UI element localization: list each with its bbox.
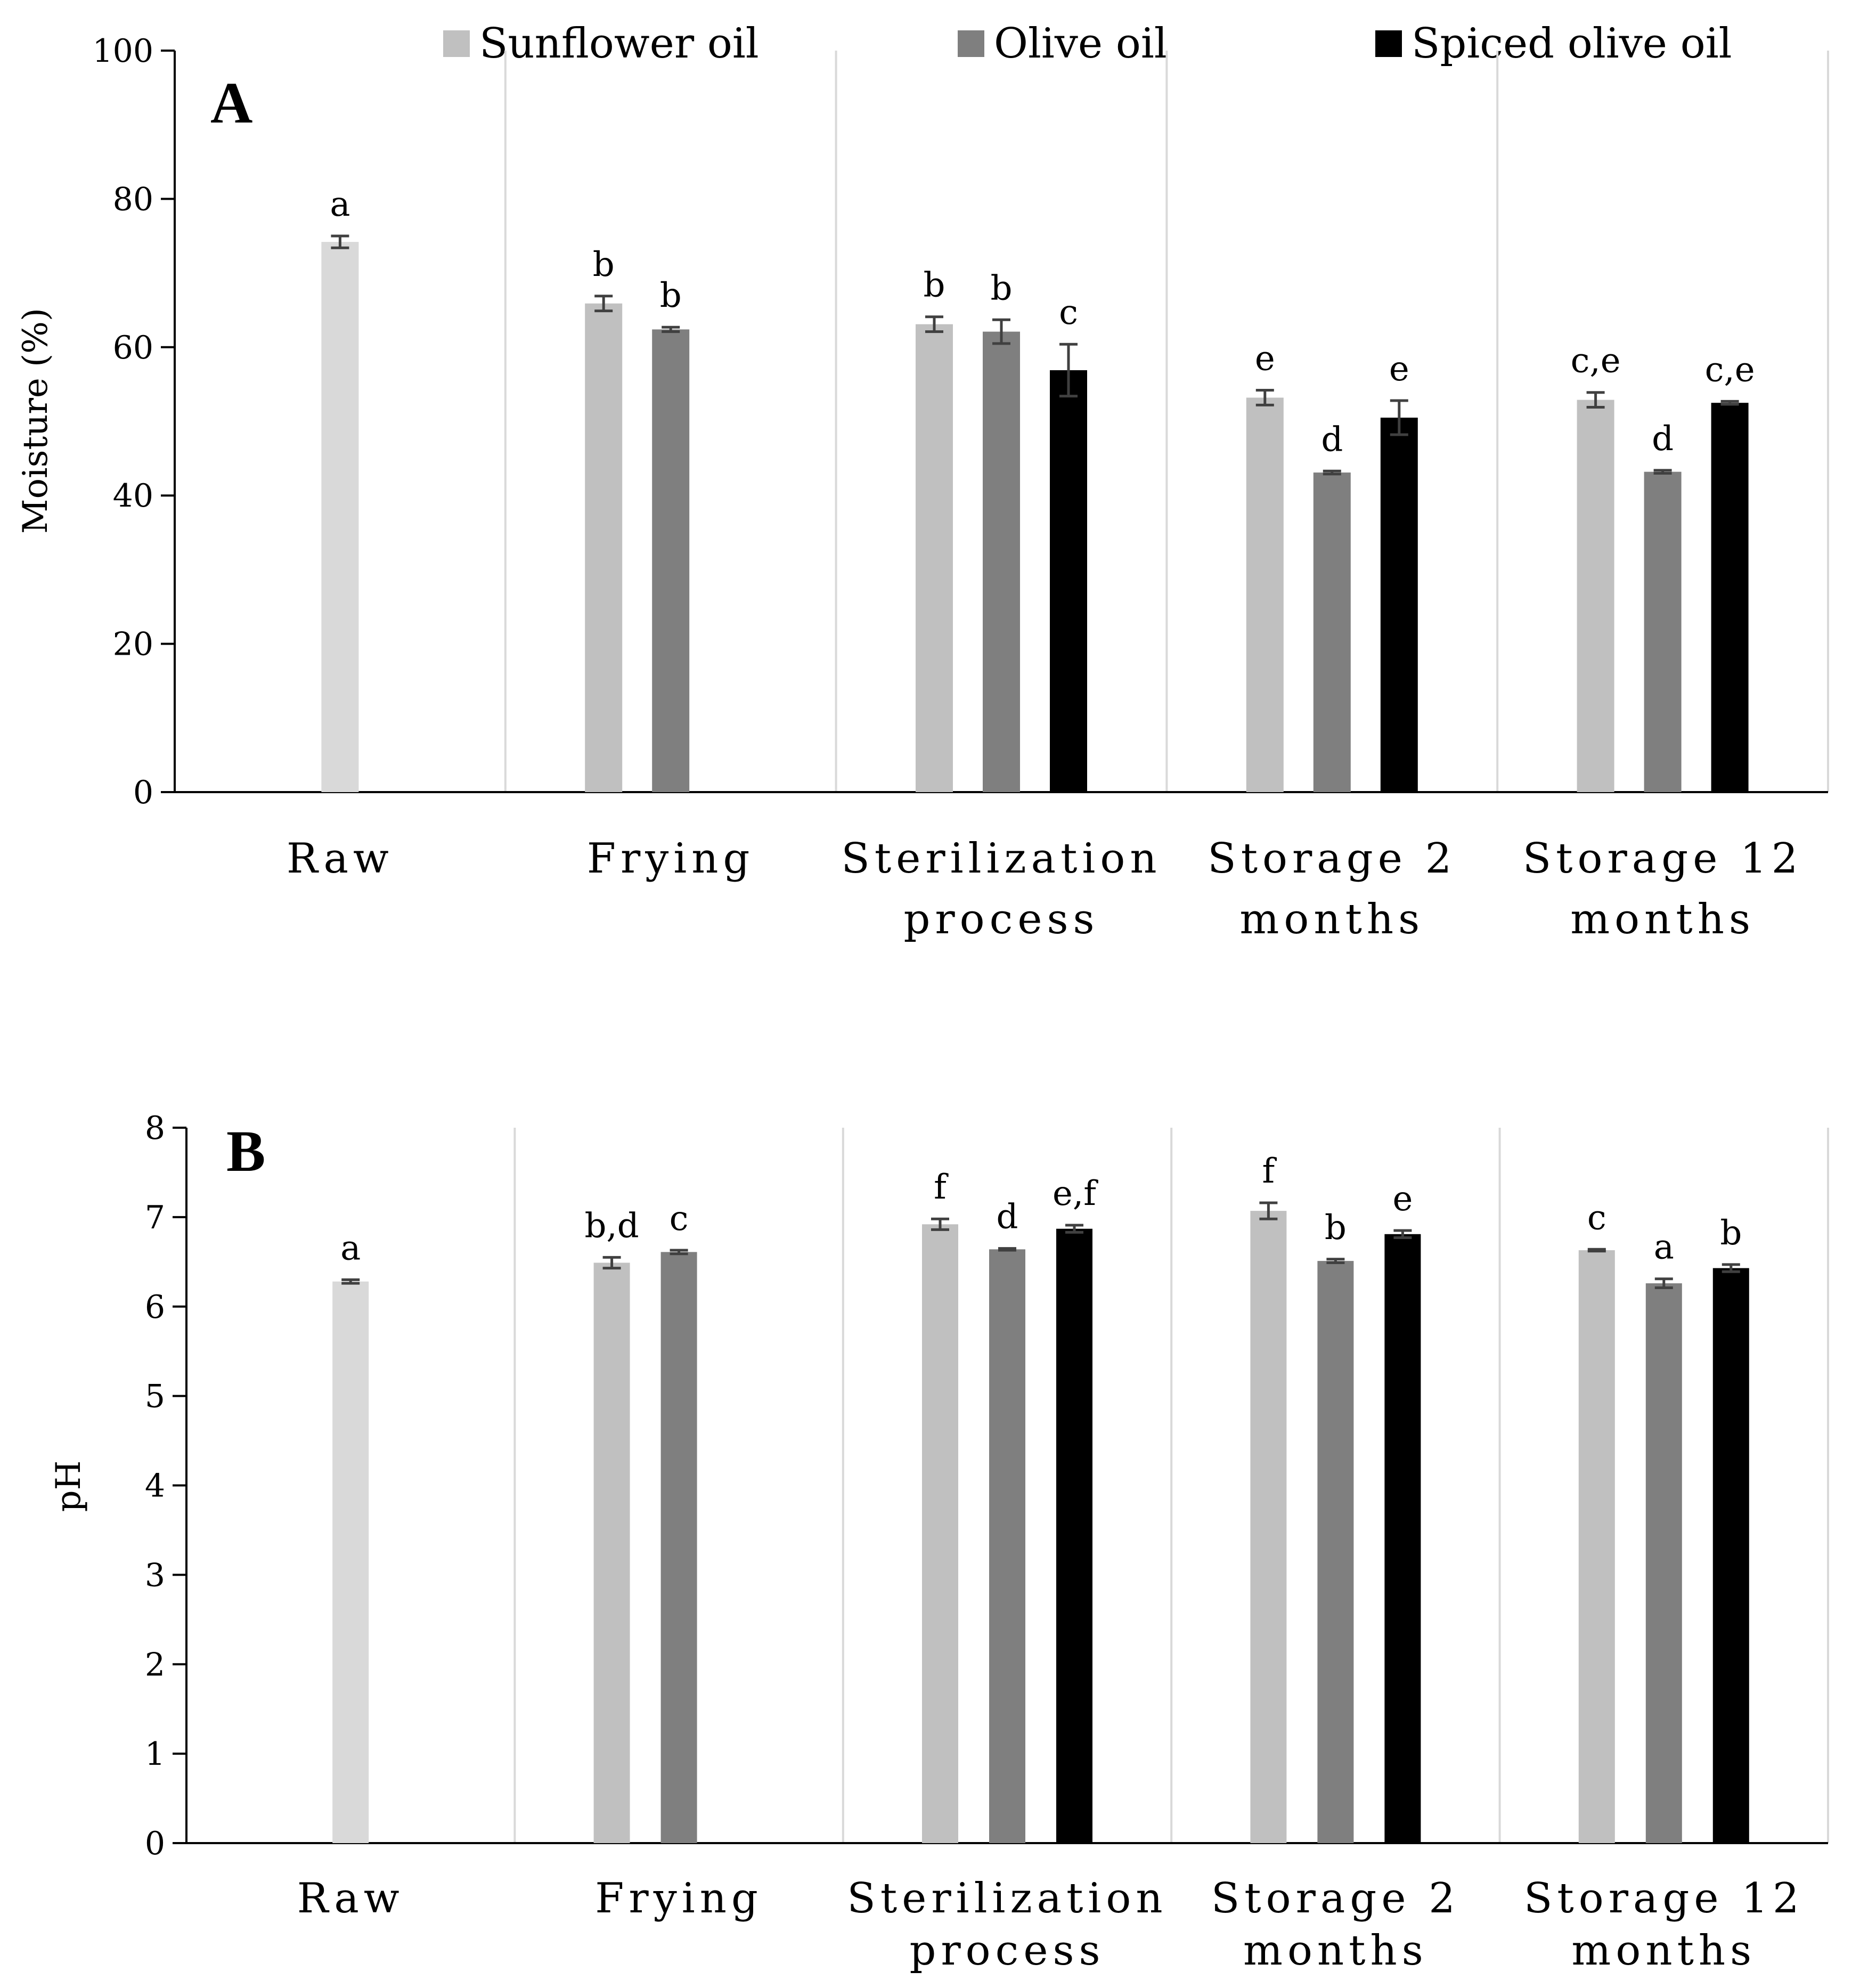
bar-sunflower-oil-frying [585, 303, 623, 792]
legend-swatch-sunflower-oil [443, 30, 470, 57]
significance-letter: e [1255, 339, 1275, 379]
significance-letter: b [660, 276, 682, 315]
bar-sunflower-oil-sterilization-process [922, 1224, 958, 1843]
significance-letter: b,d [584, 1206, 639, 1245]
bar-olive-oil-storage-12-months [1644, 471, 1682, 792]
x-category-label: process [903, 895, 1099, 943]
bar-spiced-olive-oil-storage-2-months [1384, 1234, 1421, 1843]
bar-sunflower-oil-storage-2-months [1250, 1211, 1287, 1843]
y-axis-label: Moisture (%) [16, 308, 55, 534]
significance-letter: e,f [1053, 1174, 1098, 1213]
significance-letter: d [997, 1197, 1018, 1237]
bar-sunflower-oil-raw [332, 1281, 369, 1843]
significance-letter: b [991, 268, 1013, 308]
legend-label-sunflower-oil: Sunflower oil [479, 20, 759, 68]
x-category-label: months [1570, 895, 1755, 943]
significance-letter: d [1652, 419, 1674, 459]
significance-letter: b [924, 266, 945, 305]
y-tick-label: 3 [145, 1557, 165, 1594]
bar-sunflower-oil-storage-12-months [1577, 400, 1614, 792]
x-category-label: Storage 12 [1523, 835, 1803, 883]
y-tick-label: 80 [113, 181, 153, 218]
x-category-label: Frying [595, 1875, 763, 1922]
bar-olive-oil-frying [652, 329, 690, 792]
x-category-label: Sterilization [847, 1875, 1167, 1922]
bar-sunflower-oil-frying [593, 1262, 630, 1843]
x-category-label: months [1239, 895, 1424, 943]
y-tick-label: 6 [145, 1289, 165, 1326]
y-tick-label: 60 [113, 329, 153, 366]
significance-letter: f [1262, 1152, 1277, 1191]
bar-sunflower-oil-storage-2-months [1246, 397, 1284, 792]
significance-letter: b [1720, 1213, 1742, 1253]
bar-spiced-olive-oil-sterilization-process [1056, 1228, 1092, 1843]
y-tick-label: 20 [113, 626, 153, 663]
significance-letter: b [1325, 1208, 1347, 1248]
significance-letter: c [670, 1199, 689, 1239]
x-category-label: months [1243, 1927, 1428, 1975]
significance-letter: f [934, 1168, 949, 1207]
significance-letter: a [340, 1228, 361, 1268]
x-category-label: Sterilization [841, 835, 1161, 883]
x-category-label: Storage 12 [1524, 1875, 1804, 1922]
panel-label: A [210, 70, 252, 135]
y-tick-label: 8 [145, 1110, 165, 1147]
y-tick-label: 0 [133, 774, 153, 811]
y-tick-label: 7 [145, 1199, 165, 1236]
bar-olive-oil-storage-2-months [1317, 1261, 1354, 1843]
significance-letter: c,e [1705, 350, 1755, 389]
bar-olive-oil-storage-12-months [1645, 1283, 1682, 1843]
legend-swatch-spiced-olive-oil [1375, 30, 1402, 57]
x-category-label: Storage 2 [1208, 835, 1456, 883]
panel-label: B [226, 1119, 265, 1184]
bar-sunflower-oil-raw [321, 242, 359, 792]
significance-letter: c [1587, 1198, 1606, 1237]
y-axis-label: pH [49, 1461, 88, 1512]
bar-olive-oil-sterilization-process [989, 1249, 1025, 1843]
legend-swatch-olive-oil [958, 30, 984, 57]
legend-label-olive-oil: Olive oil [994, 20, 1168, 68]
significance-letter: d [1321, 420, 1343, 459]
x-category-label: months [1571, 1927, 1756, 1975]
bar-olive-oil-frying [660, 1252, 697, 1843]
significance-letter: b [593, 245, 615, 284]
x-category-label: Frying [587, 835, 755, 883]
y-tick-label: 4 [145, 1468, 165, 1505]
y-tick-label: 5 [145, 1378, 165, 1415]
y-tick-label: 100 [92, 32, 153, 70]
legend: Sunflower oil Olive oil Spiced olive oil [443, 20, 1732, 68]
bar-spiced-olive-oil-sterilization-process [1050, 370, 1087, 792]
x-category-label: Raw [297, 1875, 404, 1922]
moisture-chart: 0 20 40 60 80 100 Moisture (%) A Raw Frying Steril… [16, 32, 1829, 943]
bar-spiced-olive-oil-storage-12-months [1711, 403, 1749, 792]
y-tick-label: 1 [145, 1736, 165, 1773]
legend-label-spiced-olive-oil: Spiced olive oil [1412, 20, 1732, 68]
bar-olive-oil-storage-2-months [1313, 472, 1351, 792]
x-category-label: Raw [287, 835, 394, 883]
significance-letter: a [1654, 1228, 1674, 1267]
significance-letter: e [1389, 349, 1409, 389]
significance-letter: c,e [1571, 341, 1621, 381]
ph-chart: 0 1 2 3 4 5 6 7 8 pH B Raw Frying Sterilization proces… [49, 1110, 1829, 1975]
bar-sunflower-oil-sterilization-process [916, 324, 953, 792]
x-category-label: process [909, 1927, 1105, 1975]
significance-letter: e [1392, 1179, 1413, 1219]
y-tick-label: 2 [145, 1646, 165, 1683]
bar-olive-oil-sterilization-process [983, 331, 1020, 792]
significance-letter: a [330, 185, 350, 224]
bar-spiced-olive-oil-storage-12-months [1712, 1268, 1749, 1843]
y-tick-label: 40 [113, 477, 153, 515]
x-category-label: Storage 2 [1211, 1875, 1460, 1922]
bar-sunflower-oil-storage-12-months [1578, 1250, 1615, 1843]
bar-spiced-olive-oil-storage-2-months [1380, 418, 1418, 792]
y-tick-label: 0 [145, 1825, 165, 1862]
significance-letter: c [1059, 293, 1078, 332]
